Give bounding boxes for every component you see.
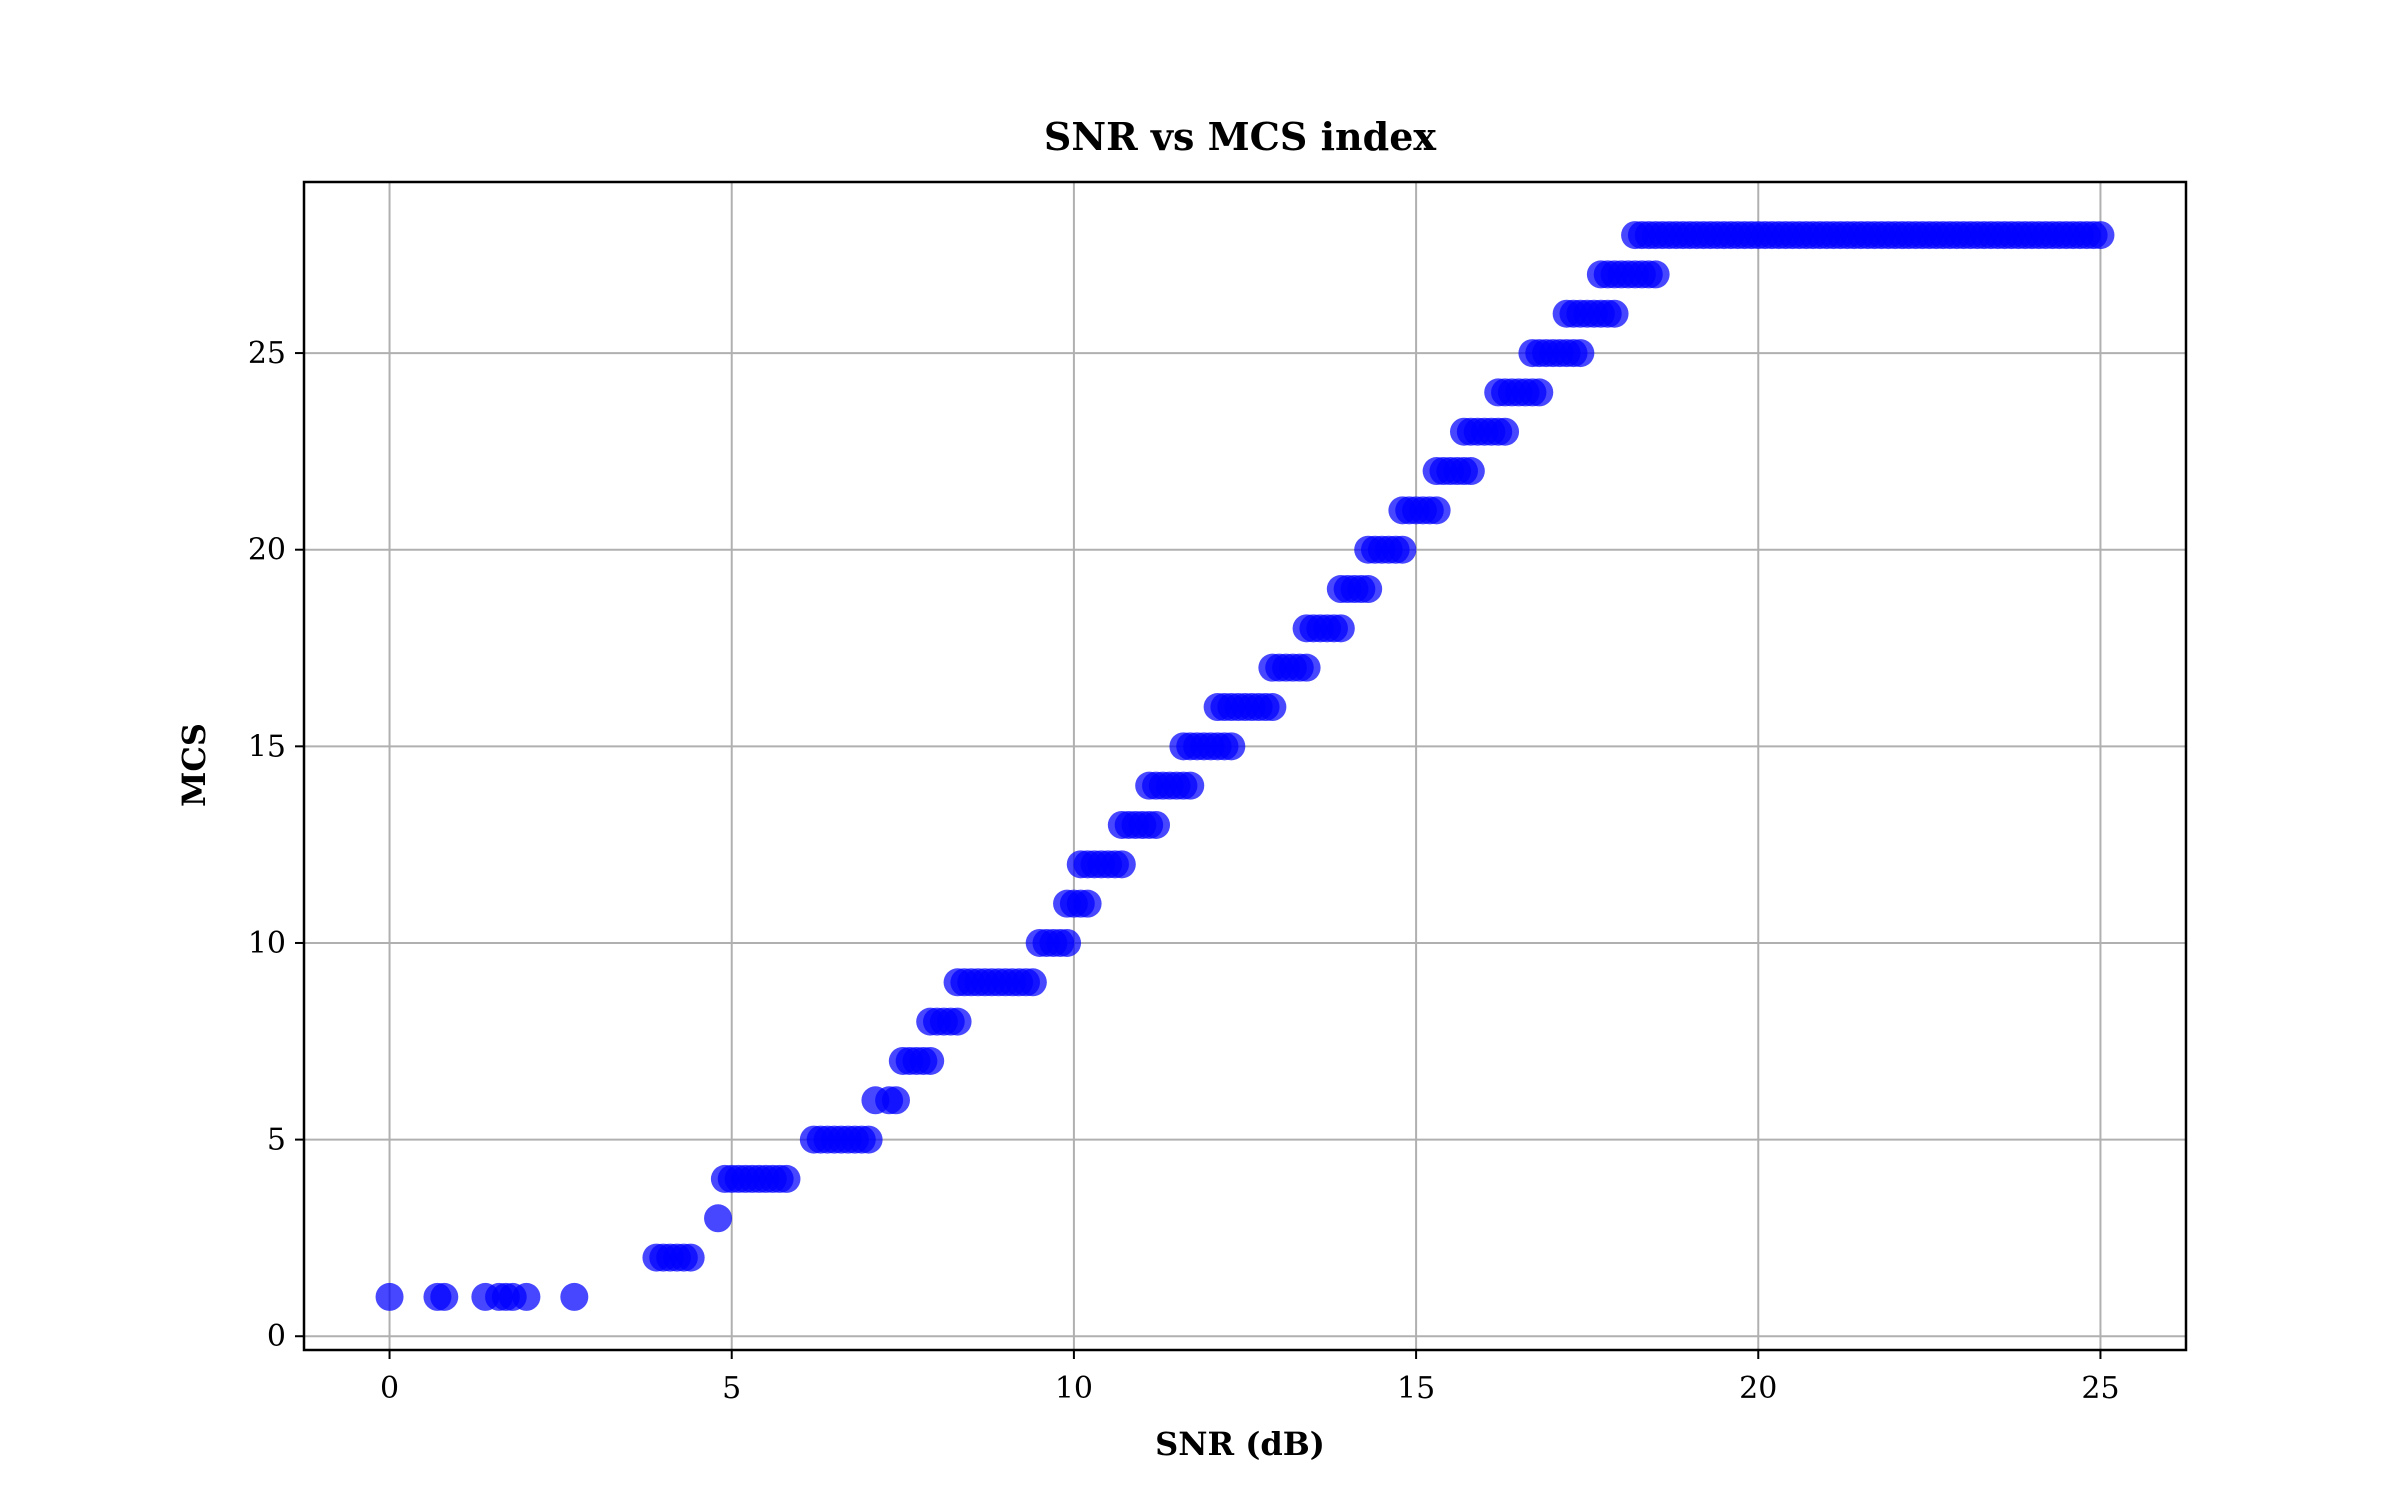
data-point bbox=[1142, 810, 1171, 839]
data-point bbox=[2086, 221, 2115, 250]
y-tick-label: 10 bbox=[248, 926, 286, 961]
data-point bbox=[1491, 417, 1520, 446]
x-tick-label: 15 bbox=[1397, 1371, 1435, 1406]
data-point bbox=[1258, 693, 1287, 722]
data-point bbox=[881, 1086, 910, 1115]
data-points bbox=[375, 221, 2115, 1311]
x-tick-label: 5 bbox=[722, 1371, 741, 1406]
data-point bbox=[1600, 299, 1629, 328]
data-point bbox=[1176, 771, 1205, 800]
x-tick-label: 25 bbox=[2081, 1371, 2119, 1406]
data-point bbox=[854, 1125, 883, 1154]
x-tick-label: 20 bbox=[1739, 1371, 1777, 1406]
data-point bbox=[430, 1282, 459, 1311]
x-axis-label: SNR (dB) bbox=[1155, 1425, 1325, 1463]
data-point bbox=[772, 1164, 801, 1193]
data-point bbox=[1456, 457, 1485, 486]
y-tick-label: 5 bbox=[267, 1123, 286, 1158]
data-point bbox=[1107, 850, 1136, 879]
data-point bbox=[1018, 968, 1047, 997]
data-point bbox=[1326, 614, 1355, 643]
data-point bbox=[1354, 575, 1383, 604]
data-point bbox=[943, 1007, 972, 1036]
data-point bbox=[1525, 378, 1554, 407]
data-point bbox=[1388, 535, 1417, 564]
y-tick-label: 25 bbox=[248, 336, 286, 371]
data-point bbox=[1292, 653, 1321, 682]
y-tick-label: 20 bbox=[248, 533, 286, 568]
data-point bbox=[1566, 339, 1595, 368]
y-axis-label: MCS bbox=[175, 723, 213, 807]
data-point bbox=[512, 1282, 541, 1311]
data-point bbox=[1422, 496, 1451, 525]
y-tick-label: 0 bbox=[267, 1319, 286, 1354]
data-point bbox=[1217, 732, 1246, 761]
data-point bbox=[916, 1046, 945, 1075]
axis-ticks: 0 5 10 15 20 25 0 5 10 15 20 25 bbox=[248, 336, 2120, 1406]
data-point bbox=[1641, 260, 1670, 289]
plot-frame bbox=[302, 180, 2188, 1352]
data-point bbox=[375, 1282, 404, 1311]
data-point bbox=[560, 1282, 589, 1311]
chart-title: SNR vs MCS index bbox=[1044, 114, 1436, 159]
data-point bbox=[704, 1204, 733, 1233]
data-point bbox=[1073, 889, 1102, 918]
x-tick-label: 10 bbox=[1055, 1371, 1093, 1406]
data-point bbox=[1053, 928, 1082, 957]
x-tick-label: 0 bbox=[380, 1371, 399, 1406]
y-tick-label: 15 bbox=[248, 729, 286, 764]
data-point bbox=[676, 1243, 705, 1272]
